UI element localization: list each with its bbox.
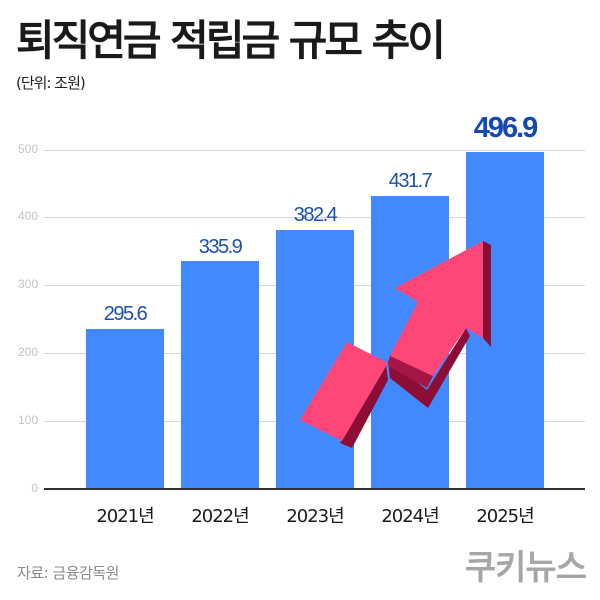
gridline-400	[44, 217, 585, 218]
y-tick-0: 0	[31, 481, 38, 495]
x-axis-line	[44, 488, 585, 490]
brand-logo: 쿠키뉴스	[464, 548, 587, 588]
value-label-2024: 431.7	[388, 170, 433, 192]
y-tick-200: 200	[17, 345, 38, 359]
bar-2021	[86, 329, 164, 489]
x-label-2021: 2021년	[96, 506, 154, 527]
gridline-500	[44, 150, 585, 151]
x-label-2023: 2023년	[286, 506, 344, 527]
rising-trend-arrow-icon	[300, 241, 491, 448]
value-label-2025: 496.9	[473, 112, 539, 144]
bar-chart: 0 100 200 300 400 500 295.6 335.9 382.4 …	[17, 112, 585, 527]
y-tick-100: 100	[17, 413, 38, 427]
y-tick-400: 400	[17, 209, 38, 223]
value-label-2021: 295.6	[103, 303, 148, 325]
value-label-2023: 382.4	[293, 204, 338, 226]
chart-title: 퇴직연금 적립금 규모 추이	[16, 16, 446, 65]
value-label-2022: 335.9	[198, 236, 243, 258]
source-text: 자료: 금융감독원	[17, 564, 119, 582]
unit-label: (단위: 조원)	[16, 74, 86, 92]
x-label-2024: 2024년	[381, 506, 439, 527]
bar-2022	[181, 261, 259, 489]
y-tick-500: 500	[17, 142, 38, 156]
x-label-2025: 2025년	[476, 506, 534, 527]
y-tick-300: 300	[17, 277, 38, 291]
x-label-2022: 2022년	[191, 506, 249, 527]
